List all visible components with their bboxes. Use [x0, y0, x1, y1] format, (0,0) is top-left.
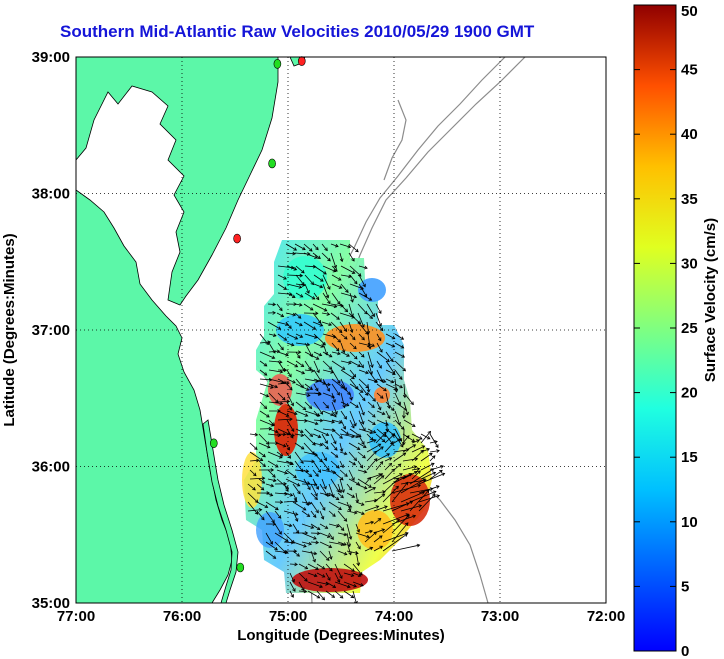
x-tick-label: 72:00: [587, 608, 625, 625]
colorbar-tick-label: 5: [681, 578, 689, 595]
x-tick-label: 77:00: [57, 608, 95, 625]
colorbar: [633, 4, 677, 652]
x-tick-label: 75:00: [269, 608, 307, 625]
colorbar-tick-label: 10: [681, 514, 698, 531]
y-tick-label: 35:00: [32, 595, 70, 612]
velocity-vectors: [247, 243, 446, 603]
x-tick-label: 74:00: [375, 608, 413, 625]
colorbar-tick-label: 25: [681, 320, 698, 337]
x-tick-labels: 77:00 76:00 75:00 74:00 73:00 72:00: [57, 608, 625, 625]
colorbar-tick-label: 50: [681, 3, 698, 20]
x-tick-label: 76:00: [163, 608, 201, 625]
radar-station-marker: [236, 562, 245, 573]
radar-stations: [210, 56, 306, 573]
y-tick-label: 39:00: [32, 49, 70, 66]
colorbar-label: Surface Velocity (cm/s): [702, 218, 719, 382]
radar-station-marker: [233, 233, 241, 244]
colorbar-tick-label: 40: [681, 126, 698, 143]
grid-lines: [76, 57, 606, 603]
radar-station-marker: [297, 56, 306, 66]
colorbar-tick-label: 20: [681, 385, 698, 402]
radar-station-marker: [268, 158, 276, 169]
land-mass: [76, 57, 306, 603]
colorbar-tick-label: 15: [681, 449, 698, 466]
x-axis-label: Longitude (Degrees:Minutes): [237, 627, 445, 644]
map-title: Southern Mid-Atlantic Raw Velocities 201…: [60, 22, 535, 41]
colorbar-tick-label: 30: [681, 255, 698, 272]
y-tick-label: 37:00: [32, 322, 70, 339]
y-tick-labels: 39:00 38:00 37:00 36:00 35:00: [32, 49, 70, 612]
colorbar-tick-label: 35: [681, 191, 698, 208]
radar-station-marker: [210, 438, 218, 449]
x-tick-label: 73:00: [481, 608, 519, 625]
plot-frame: [75, 56, 607, 604]
colorbar-tick-label: 45: [681, 62, 698, 79]
y-tick-label: 38:00: [32, 186, 70, 203]
radar-station-marker: [273, 59, 282, 69]
y-axis-label: Latitude (Degrees:Minutes): [1, 233, 18, 426]
y-tick-label: 36:00: [32, 459, 70, 476]
colorbar-tick-label: 0: [681, 643, 689, 659]
